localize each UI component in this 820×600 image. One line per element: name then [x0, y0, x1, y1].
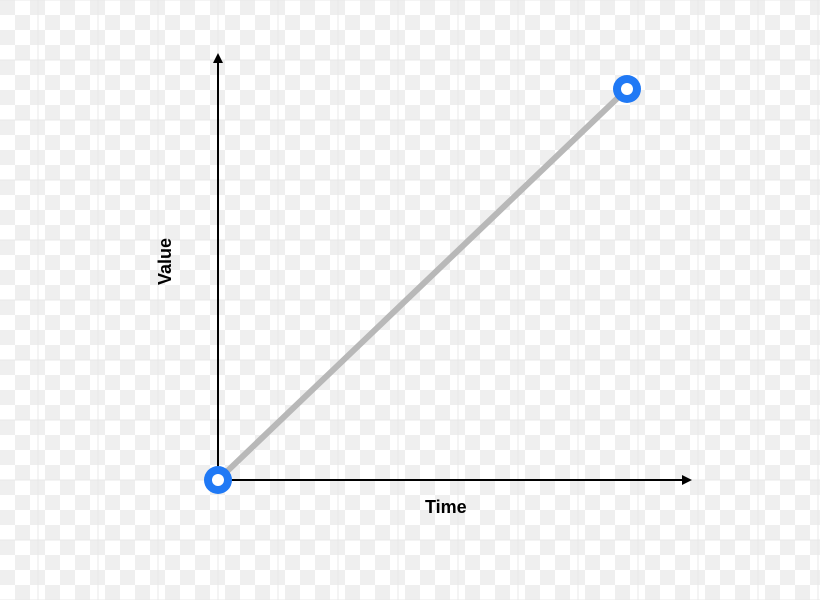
x-axis-label: Time	[425, 497, 467, 518]
linear-interpolation-chart	[0, 0, 820, 600]
y-axis-label: Value	[155, 238, 176, 285]
chart-canvas: Time Value	[0, 0, 820, 600]
